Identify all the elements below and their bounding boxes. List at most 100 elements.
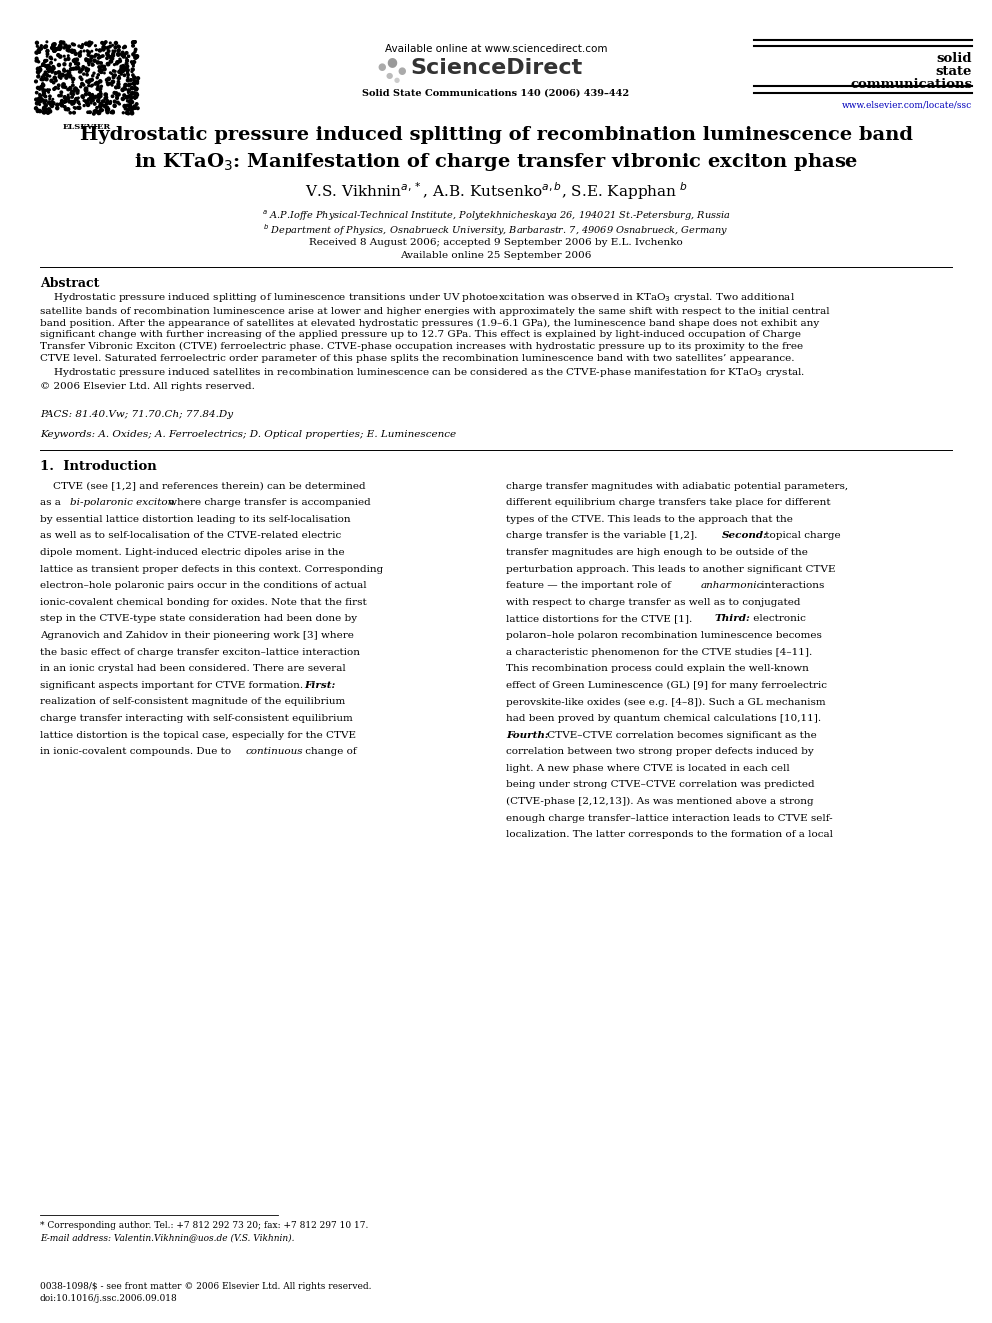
Point: [94, 46, 110, 67]
Point: [64, 33, 80, 54]
Point: [110, 91, 126, 112]
Point: [31, 89, 47, 110]
Point: [98, 87, 114, 108]
Point: [104, 48, 120, 69]
Point: [111, 52, 127, 73]
Point: [63, 83, 79, 105]
Point: [35, 73, 51, 94]
Point: [127, 95, 143, 116]
Text: ●: ●: [378, 62, 386, 73]
Point: [124, 101, 140, 122]
Text: Received 8 August 2006; accepted 9 September 2006 by E.L. Ivchenko: Received 8 August 2006; accepted 9 Septe…: [310, 238, 682, 247]
Point: [92, 61, 108, 82]
Point: [64, 94, 80, 115]
Point: [91, 87, 107, 108]
Point: [106, 61, 122, 82]
Point: [42, 79, 58, 101]
Point: [42, 66, 58, 87]
Point: [91, 85, 107, 106]
Point: [61, 62, 76, 83]
Point: [125, 56, 141, 77]
Point: [112, 49, 128, 70]
Point: [30, 66, 46, 87]
Point: [124, 82, 140, 103]
Point: [118, 78, 134, 99]
Point: [62, 62, 77, 83]
Point: [104, 34, 120, 56]
Point: [79, 93, 95, 114]
Point: [59, 67, 74, 89]
Point: [120, 82, 136, 103]
Point: [44, 62, 60, 83]
Point: [57, 58, 72, 79]
Point: [114, 45, 130, 66]
Point: [47, 66, 62, 87]
Point: [111, 83, 127, 105]
Point: [57, 86, 72, 107]
Point: [57, 61, 72, 82]
Point: [129, 94, 145, 115]
Point: [69, 53, 85, 74]
Point: [94, 94, 110, 115]
Text: perovskite-like oxides (see e.g. [4–8]). Such a GL mechanism: perovskite-like oxides (see e.g. [4–8]).…: [506, 697, 825, 706]
Point: [92, 94, 108, 115]
Point: [52, 66, 67, 87]
Text: CTVE–CTVE correlation becomes significant as the: CTVE–CTVE correlation becomes significan…: [544, 730, 816, 740]
Point: [30, 93, 46, 114]
Point: [120, 65, 136, 86]
Point: [90, 90, 106, 111]
Point: [119, 42, 135, 64]
Point: [110, 74, 126, 95]
Point: [127, 32, 143, 53]
Text: significant aspects important for CTVE formation.: significant aspects important for CTVE f…: [40, 681, 307, 689]
Point: [78, 83, 94, 105]
Point: [66, 102, 82, 123]
Point: [67, 78, 83, 99]
Point: [47, 37, 62, 58]
Point: [99, 69, 115, 90]
Point: [62, 91, 77, 112]
Point: [83, 46, 99, 67]
Point: [54, 32, 69, 53]
Point: [78, 49, 94, 70]
Point: [54, 90, 69, 111]
Point: [95, 38, 111, 60]
Point: [126, 83, 142, 105]
Point: [65, 34, 81, 56]
Point: [104, 74, 120, 95]
Point: [46, 33, 62, 54]
Point: [43, 48, 59, 69]
Point: [42, 89, 58, 110]
Point: [43, 101, 59, 122]
Point: [63, 58, 79, 79]
Point: [83, 93, 99, 114]
Point: [90, 103, 106, 124]
Point: [111, 94, 127, 115]
Point: [113, 62, 129, 83]
Point: [80, 94, 96, 115]
Point: [101, 69, 117, 90]
Text: electron–hole polaronic pairs occur in the conditions of actual: electron–hole polaronic pairs occur in t…: [40, 581, 366, 590]
Point: [104, 86, 120, 107]
Point: [125, 36, 141, 57]
Point: [125, 32, 141, 53]
Point: [32, 57, 48, 78]
Point: [88, 86, 104, 107]
Text: polaron–hole polaron recombination luminescence becomes: polaron–hole polaron recombination lumin…: [506, 631, 821, 640]
Point: [116, 45, 132, 66]
Point: [88, 44, 104, 65]
Point: [115, 61, 131, 82]
Point: [127, 78, 143, 99]
Point: [66, 34, 82, 56]
Point: [40, 41, 56, 62]
Point: [119, 94, 135, 115]
Point: [95, 45, 111, 66]
Text: lattice distortions for the CTVE [1].: lattice distortions for the CTVE [1].: [506, 614, 695, 623]
Point: [56, 75, 71, 97]
Text: charge transfer magnitudes with adiabatic potential parameters,: charge transfer magnitudes with adiabati…: [506, 482, 848, 491]
Point: [81, 52, 97, 73]
Point: [80, 75, 96, 97]
Point: [44, 48, 60, 69]
Point: [116, 46, 132, 67]
Point: [119, 50, 135, 71]
